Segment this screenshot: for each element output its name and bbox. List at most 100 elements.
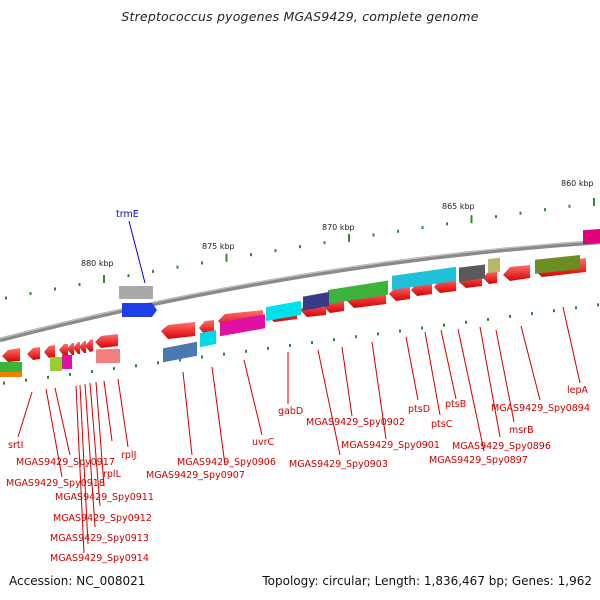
minor-tick (152, 269, 154, 273)
gene-arrow-0913[interactable] (73, 342, 80, 354)
minor-tick (397, 229, 399, 233)
inner-dot (245, 349, 247, 353)
inner-dot (553, 309, 555, 313)
genome-summary: Topology: circular; Length: 1,836,467 bp… (262, 574, 592, 588)
inner-dot (267, 346, 269, 350)
label-leaders (17, 306, 581, 554)
label-spy0906: MGAS9429_Spy0906 (177, 457, 276, 468)
minor-tick (201, 261, 203, 265)
gene-arrow-srti[interactable] (2, 348, 20, 362)
gene-leader-trme (128, 220, 146, 284)
inner-dot (113, 367, 115, 371)
minor-tick (78, 282, 81, 286)
label-rpll: rplL (103, 469, 122, 480)
inner-dot (597, 303, 599, 307)
label-spy0901: MGAS9429_Spy0901 (341, 440, 440, 451)
minor-tick (274, 249, 277, 253)
label-spy0912: MGAS9429_Spy0912 (53, 513, 152, 524)
label-ptsc: ptsC (431, 419, 453, 430)
label-gabd: gabD (278, 406, 303, 417)
label-spy0917: MGAS9429_Spy0917 (16, 457, 115, 468)
inner-dot (179, 358, 181, 362)
genome-backbone (0, 239, 600, 343)
inner-dot (399, 329, 401, 333)
major-tick (593, 197, 595, 206)
inner-dots (3, 303, 599, 385)
label-uvrc: uvrC (252, 437, 275, 448)
minor-tick (446, 222, 448, 226)
label-spy0907: MGAS9429_Spy0907 (146, 470, 245, 481)
major-tick (225, 253, 228, 262)
label-spy0918: MGAS9429_Spy0918 (6, 478, 105, 489)
inner-dot (289, 343, 291, 347)
label-ptsb: ptsB (445, 399, 466, 410)
label-spy0914: MGAS9429_Spy0914 (50, 553, 149, 564)
gene-arrow-0894[interactable] (503, 265, 530, 281)
gene-arrow-0919[interactable] (27, 347, 40, 360)
minor-tick (299, 245, 301, 249)
inner-dot (91, 370, 93, 374)
minor-tick (176, 265, 179, 269)
label-rplj: rplJ (121, 450, 136, 461)
gene-arrow-0917[interactable] (59, 344, 68, 356)
scale-label-860: 860 kbp (561, 179, 594, 188)
inner-dot (421, 326, 423, 330)
scale-label-865: 865 kbp (442, 202, 475, 211)
gene-arrow-0918[interactable] (44, 345, 55, 358)
inner-dot (157, 361, 159, 365)
inner-dot (487, 317, 489, 321)
minor-tick (372, 233, 375, 237)
label-ptsd: ptsD (408, 404, 430, 415)
inner-dot (333, 338, 335, 342)
label-spy0903: MGAS9429_Spy0903 (289, 459, 388, 470)
scale-label-875: 875 kbp (202, 242, 235, 251)
gene-arrow-0912[interactable] (79, 341, 86, 353)
inner-dot (355, 335, 357, 339)
inner-dot (311, 341, 313, 345)
minor-tick (519, 211, 522, 215)
label-spy0896: MGAS9429_Spy0896 (452, 441, 551, 452)
inner-dot (47, 375, 49, 379)
gene-block-trme-grey (119, 286, 153, 299)
inner-dot (69, 372, 71, 376)
minor-tick (421, 226, 424, 230)
genome-backbone-highlight (0, 240, 600, 339)
inner-dot (575, 306, 577, 310)
minor-tick (568, 204, 571, 208)
gene-arrow-msrb[interactable] (483, 270, 497, 284)
minor-tick (54, 287, 56, 291)
gene-arrow-0914[interactable] (67, 343, 74, 355)
inner-dot (223, 352, 225, 356)
gene-arrow-0911[interactable] (85, 339, 93, 352)
minor-tick (323, 241, 326, 245)
inner-dot (531, 312, 533, 316)
major-tick (470, 215, 473, 224)
label-spy0913: MGAS9429_Spy0913 (50, 533, 149, 544)
domain-row (0, 229, 600, 377)
label-msrb: msrB (509, 425, 534, 436)
inner-dot (443, 323, 445, 327)
label-lepa: lepA (567, 385, 589, 396)
major-tick (103, 275, 105, 284)
inner-dot (465, 320, 467, 324)
inner-dot (135, 364, 137, 368)
inner-dot (201, 355, 203, 359)
gene-arrow-rplj[interactable] (95, 334, 118, 348)
label-spy0902: MGAS9429_Spy0902 (306, 417, 405, 428)
minor-tick (495, 215, 497, 219)
scale-label-870: 870 kbp (322, 223, 355, 232)
label-spy0894: MGAS9429_Spy0894 (491, 403, 590, 414)
major-tick (348, 233, 350, 242)
map-title: Streptococcus pyogenes MGAS9429, complet… (121, 9, 479, 24)
inner-dot (25, 378, 27, 382)
scale-ticks (5, 197, 595, 300)
minor-tick (29, 291, 32, 295)
label-trme: trmE (116, 209, 139, 220)
minor-tick (544, 208, 546, 212)
minor-tick (127, 274, 130, 278)
gene-arrow-trme[interactable] (122, 303, 157, 317)
gene-arrow-0907[interactable] (161, 322, 195, 339)
accession-text: Accession: NC_008021 (9, 574, 146, 588)
label-spy0897: MGAS9429_Spy0897 (429, 455, 528, 466)
